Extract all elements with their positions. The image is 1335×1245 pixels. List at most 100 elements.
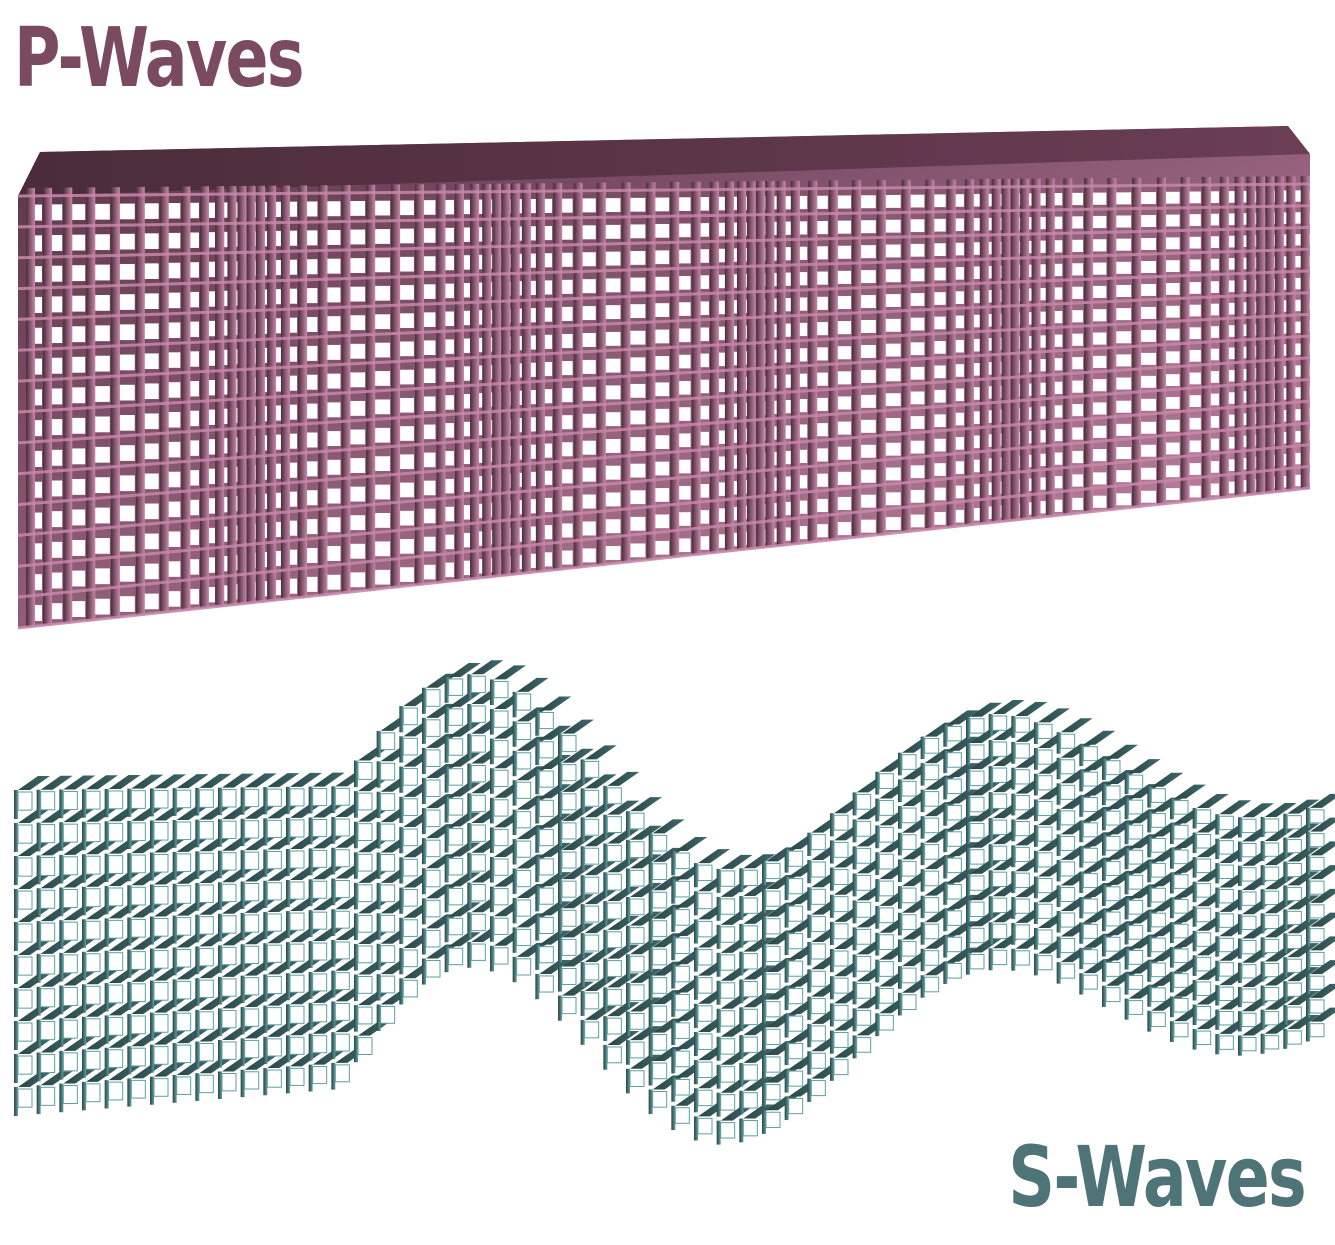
s-lattice-rod (516, 825, 549, 840)
s-lattice-column (852, 981, 857, 1005)
s-lattice-column (263, 1036, 268, 1065)
p-lattice-cell (562, 388, 573, 403)
p-lattice-cell (1210, 348, 1219, 361)
s-lattice-column (1283, 981, 1288, 1002)
s-lattice-cell (674, 909, 690, 926)
s-lattice-rod (947, 815, 980, 830)
p-lattice-cell (1189, 214, 1201, 226)
s-lattice-cell (1105, 911, 1121, 927)
s-lattice-column (218, 819, 222, 847)
s-lattice-column (127, 917, 132, 946)
p-lattice-cell (190, 470, 199, 486)
s-lattice-cell (1082, 974, 1098, 990)
s-lattice-rod (584, 774, 617, 789)
p-lattice-cell (700, 457, 709, 472)
s-lattice-cell (1173, 849, 1189, 865)
s-lattice-cell (765, 1001, 781, 1018)
s-lattice-column (535, 769, 540, 795)
s-lattice-rod (652, 819, 685, 834)
s-lattice-rod (1287, 799, 1320, 814)
s-lattice-rod (312, 896, 345, 911)
p-lattice-cell (168, 232, 181, 249)
s-lattice-column (535, 827, 540, 853)
s-lattice-column (1192, 857, 1197, 878)
p-lattice-cell (655, 223, 670, 238)
s-lattice-rod (18, 1007, 50, 1021)
p-lattice-cell (733, 429, 740, 443)
s-lattice-column (875, 798, 880, 822)
s-lattice-rod (40, 841, 73, 856)
p-lattice-cell (190, 262, 199, 278)
p-lattice-cell (276, 289, 283, 305)
s-lattice-column (1170, 897, 1174, 919)
s-lattice-column (1079, 770, 1084, 792)
s-lattice-column (240, 850, 245, 878)
s-lattice-rod (539, 813, 572, 828)
s-lattice-column (354, 852, 358, 879)
s-lattice-cell (425, 749, 441, 767)
p-lattice-column (1219, 176, 1229, 498)
p-lattice-cell (52, 480, 63, 497)
s-lattice-cell (448, 798, 464, 816)
p-lattice-cell (95, 446, 110, 463)
p-lattice-cell (1210, 461, 1219, 473)
s-lattice-rod (1287, 967, 1320, 982)
s-lattice-rod (86, 872, 118, 887)
s-lattice-rod (607, 829, 640, 844)
s-lattice-column (104, 918, 109, 947)
p-lattice-cell (861, 494, 876, 508)
s-lattice-rod (108, 774, 141, 789)
p-lattice-cell (208, 261, 215, 278)
s-lattice-column (195, 1009, 200, 1038)
s-lattice-cell (1037, 826, 1053, 842)
p-lattice-cell (327, 488, 341, 504)
s-lattice-column (467, 882, 472, 909)
p-lattice-cell (1141, 306, 1156, 319)
s-lattice-cell (425, 689, 441, 707)
s-lattice-column (240, 912, 245, 941)
s-lattice-column (399, 766, 404, 793)
s-lattice-column (1034, 902, 1038, 924)
s-lattice-rod (244, 1055, 277, 1070)
p-lattice-cell (837, 496, 852, 510)
s-lattice-column (399, 827, 404, 854)
s-lattice-cell (946, 752, 962, 768)
p-lattice-cell (52, 235, 63, 251)
p-lattice-cell (463, 338, 470, 353)
p-lattice-cell (1141, 352, 1156, 365)
s-lattice-cell (924, 923, 940, 940)
s-lattice-cell (85, 1083, 101, 1103)
s-lattice-column (603, 929, 608, 955)
s-lattice-rod (290, 866, 322, 881)
s-lattice-rod (539, 901, 572, 916)
s-lattice-cell (402, 707, 418, 726)
s-lattice-rod (108, 872, 141, 887)
s-lattice-cell (1196, 907, 1212, 923)
s-lattice-cell (788, 850, 804, 867)
s-lattice-column (1170, 848, 1174, 869)
s-lattice-cell (810, 888, 826, 905)
p-lattice-column (26, 187, 35, 628)
s-lattice-cell (1060, 938, 1076, 954)
p-lattice-cell (479, 559, 486, 574)
s-lattice-cell (674, 1078, 690, 1096)
s-lattice-cell (788, 1015, 804, 1032)
p-lattice-cell (52, 265, 63, 282)
s-lattice-cell (697, 1117, 713, 1135)
p-lattice-cell (327, 517, 341, 533)
s-lattice-column (59, 854, 64, 884)
s-lattice-cell (606, 844, 622, 862)
p-lattice-cell (168, 591, 181, 607)
p-lattice-cell (885, 492, 901, 506)
s-lattice-rod (176, 774, 209, 789)
p-lattice-cell (817, 397, 828, 411)
p-lattice-cell (1228, 258, 1235, 270)
p-lattice-cell (630, 463, 646, 478)
p-lattice-row (17, 377, 1311, 476)
p-lattice-cell (445, 227, 454, 243)
s-lattice-column (920, 789, 925, 813)
p-lattice-column (86, 187, 96, 621)
p-lattice-cell (605, 305, 621, 320)
p-lattice-cell (955, 461, 964, 474)
p-lattice-column (852, 180, 862, 538)
